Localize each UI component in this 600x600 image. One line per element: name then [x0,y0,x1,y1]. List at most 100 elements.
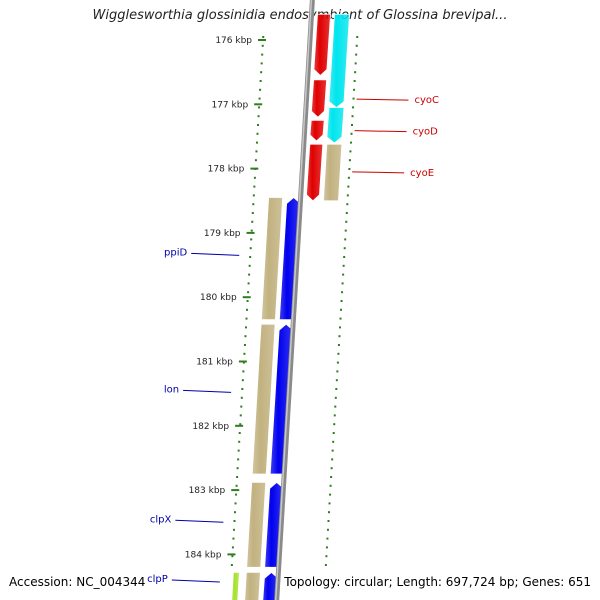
guide-dot [342,264,345,267]
gene-arrow[interactable] [313,13,331,76]
gene-label-leader [356,98,409,101]
gene-label[interactable]: lon [164,384,179,395]
guide-dot [233,520,236,522]
gene-arrow[interactable] [306,143,324,202]
guide-dot [259,88,262,91]
guide-dot [341,282,344,285]
guide-dot [261,44,264,47]
guide-dot [346,203,349,206]
guide-dot [234,502,237,505]
guide-dot [345,212,348,214]
guide-dot [337,352,340,355]
guide-dot [259,80,262,82]
guide-dot [325,555,328,558]
guide-dot [253,176,256,179]
gene-arrow[interactable] [251,323,276,475]
tick-label: 179 kbp [204,229,241,239]
guide-dot [251,212,254,214]
gene-label[interactable]: cyoD [413,127,439,138]
gene-arrow[interactable] [309,119,325,142]
guide-dot [342,273,345,276]
guide-dot [230,564,233,566]
guide-dot [340,300,343,302]
guide-dot [340,308,343,311]
guide-dot [324,564,327,566]
gene-arrow[interactable] [244,572,261,600]
guide-dot [231,546,234,549]
guide-dot [349,150,352,153]
guide-dot [247,282,250,285]
gene-arrow[interactable] [311,79,328,118]
guide-dot [344,229,347,232]
guide-dot [332,432,335,434]
gene-arrow[interactable] [326,107,345,144]
gene-label-leader [352,171,405,174]
tick-label: 177 kbp [211,100,248,110]
guide-dot [353,88,356,91]
guide-dot [331,449,334,452]
gene-arrow[interactable] [231,572,240,600]
gene-arrow[interactable] [246,481,267,568]
guide-dot [244,335,247,338]
guide-dot [251,220,254,223]
genome-summary-text: Topology: circular; Length: 697,724 bp; … [284,575,591,589]
guide-dot [349,141,352,144]
guide-dot [250,238,253,241]
guide-dot [240,405,243,408]
guide-dot [347,185,350,188]
genome-backbone-highlight [274,0,313,600]
guide-dot [354,71,357,74]
guide-dot [257,124,260,126]
guide-dot [248,273,251,276]
guide-dot [232,528,235,531]
guide-dot [333,414,336,417]
gene-label-leader [191,252,240,256]
guide-dot [244,326,247,329]
guide-dot [348,168,351,170]
guide-dot [258,97,261,100]
gene-label-leader [175,519,224,523]
guide-dot [337,344,340,346]
gene-label[interactable]: cyoC [414,95,439,106]
gene-label[interactable]: clpP [147,574,168,585]
gene-arrow[interactable] [328,13,350,109]
guide-dot [341,291,344,294]
guide-dot [234,511,237,514]
guide-dot [353,80,356,82]
guide-dot [344,238,347,241]
guide-dot [347,176,350,179]
guide-dot [232,537,235,540]
genome-backbone [274,0,315,600]
guide-dot [240,396,243,399]
tick-label: 184 kbp [185,550,222,560]
guide-dot [338,335,341,338]
guide-dot [249,247,252,250]
guide-dot [237,458,240,461]
gene-arrow[interactable] [260,197,284,321]
guide-dot [252,194,255,197]
gene-label[interactable]: ppiD [164,247,187,258]
guide-dot [352,97,355,100]
gene-arrow[interactable] [323,143,343,202]
guide-dot [242,361,245,364]
guide-dot [356,36,359,38]
guide-dot [336,370,339,373]
label-layer: cyoC cyoD cyoE ppiD lon clpX clpP [147,95,439,585]
guide-dot [250,229,253,232]
guide-dot [329,493,332,496]
guide-dot [336,361,339,364]
guide-dot [355,44,358,47]
tick-label: 181 kbp [196,358,233,368]
gene-label[interactable]: clpX [150,514,172,525]
guide-dot [355,53,358,56]
guide-dot [238,432,241,434]
guide-dot [235,493,238,496]
gene-label[interactable]: cyoE [410,168,434,179]
accession-text: Accession: NC_004344 [9,575,146,589]
guide-dot [352,106,355,109]
guide-dot [248,264,251,267]
guide-dot [258,106,261,109]
guide-dot [332,440,335,443]
tick-label: 183 kbp [189,486,226,496]
